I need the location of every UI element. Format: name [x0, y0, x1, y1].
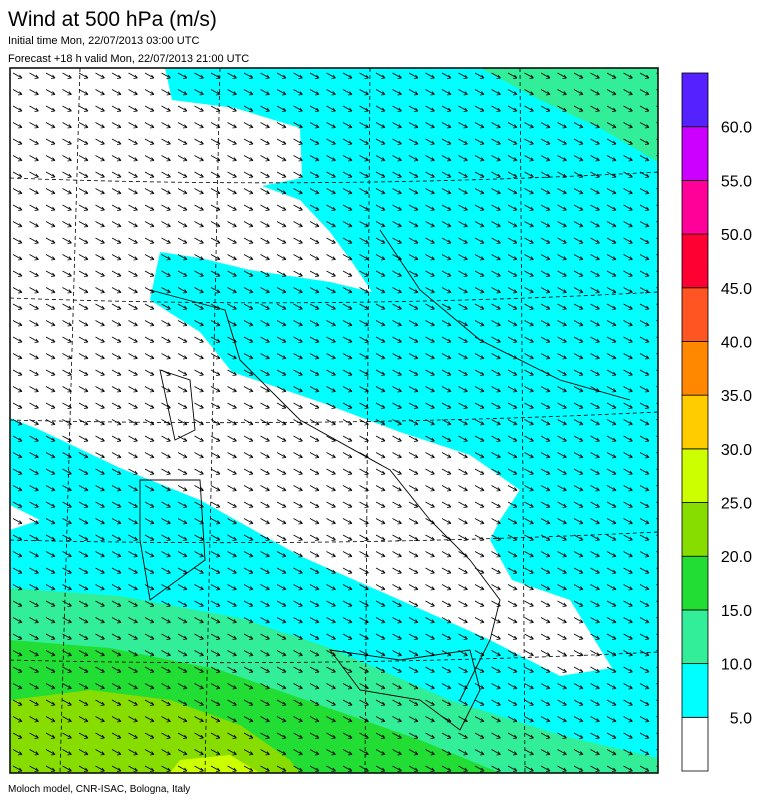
title: Wind at 500 hPa (m/s) [8, 8, 217, 31]
colorbar-segment [681, 502, 709, 557]
colorbar-segment [681, 448, 709, 503]
graticule [10, 68, 658, 773]
colorbar-label: 60.0 [721, 120, 752, 137]
forecast-time: Forecast +18 h valid Mon, 22/07/2013 21:… [8, 53, 249, 65]
colorbar-segment [681, 663, 709, 718]
colorbar-label: 25.0 [721, 496, 752, 513]
wind-arrows [10, 68, 658, 773]
colorbar-segment [681, 341, 709, 396]
colorbar-label: 35.0 [721, 388, 752, 405]
colorbar-segment [681, 72, 709, 128]
colorbar-label: 20.0 [721, 549, 752, 566]
colorbar-label: 10.0 [721, 657, 752, 674]
colorbar-segment [681, 287, 709, 342]
colorbar-segment [681, 126, 709, 181]
colorbar-segment [681, 716, 709, 772]
colorbar-segment [681, 609, 709, 665]
colorbar-label: 5.0 [730, 710, 752, 727]
map [10, 68, 658, 773]
colorbar-label: 15.0 [721, 603, 752, 620]
initial-time: Initial time Mon, 22/07/2013 03:00 UTC [8, 35, 199, 47]
colorbar-label: 50.0 [721, 227, 752, 244]
colorbar-label: 30.0 [721, 442, 752, 459]
colorbar: 5.0 10.0 15.0 20.0 25.0 30.0 35.0 40.0 45.0 50.0 5… [681, 72, 752, 772]
footer: Moloch model, CNR-ISAC, Bologna, Italy [8, 784, 190, 795]
coastlines [139, 229, 631, 731]
colorbar-label: 40.0 [721, 334, 752, 351]
colorbar-label: 45.0 [721, 281, 752, 298]
colorbar-segment [681, 394, 709, 450]
colorbar-segment [681, 233, 709, 289]
colorbar-label: 55.0 [721, 173, 752, 190]
map-frame [9, 67, 659, 774]
colorbar-segment [681, 555, 709, 611]
colorbar-segment [681, 179, 709, 235]
